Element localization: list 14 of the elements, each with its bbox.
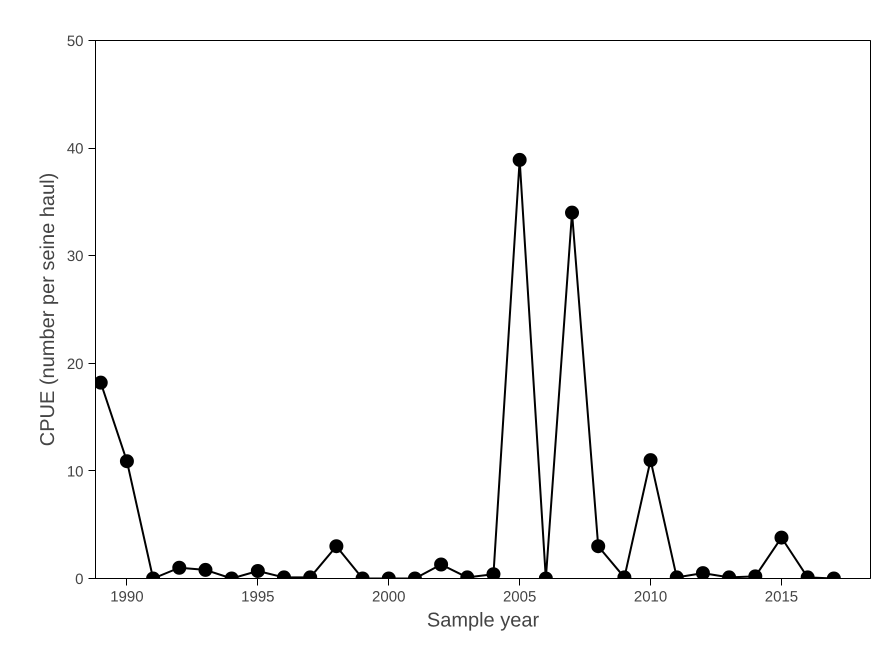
- x-tick-label: 2010: [634, 588, 668, 606]
- y-tick-label: 40: [66, 140, 84, 158]
- y-tick-label: 20: [66, 356, 84, 373]
- y-tick-label: 10: [66, 463, 84, 480]
- y-tick-label: 30: [66, 248, 84, 266]
- x-tick-label: 2015: [764, 588, 798, 606]
- x-tick-label: 1995: [241, 588, 275, 606]
- y-axis-title: CPUE (number per seine haul): [36, 172, 59, 446]
- y-tick-label: 50: [66, 33, 84, 50]
- x-tick-label: 2005: [502, 588, 536, 606]
- x-axis-title: Sample year: [426, 610, 540, 632]
- x-tick-label: 1990: [110, 588, 144, 606]
- x-tick-label: 2000: [372, 588, 406, 606]
- y-tick-label: 0: [75, 571, 84, 588]
